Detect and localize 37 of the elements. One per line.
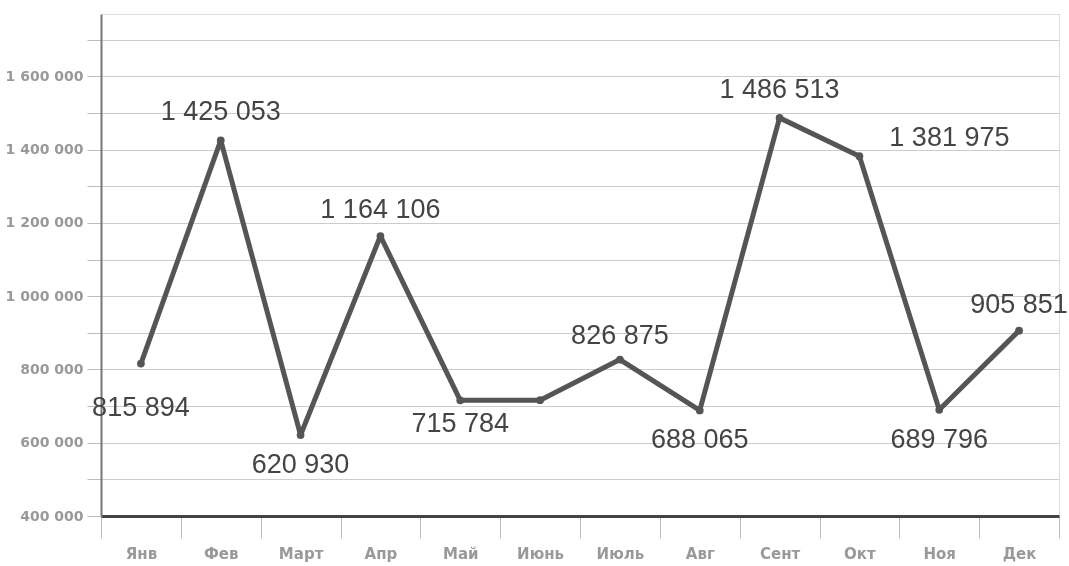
x-tick-label: Июль bbox=[596, 544, 645, 563]
y-tick-label: 1 600 000 bbox=[5, 67, 84, 84]
point bbox=[775, 114, 784, 122]
x-tick-label: Май bbox=[442, 544, 479, 563]
point bbox=[456, 396, 465, 405]
x-tick-label: Янв bbox=[125, 544, 158, 563]
point bbox=[137, 359, 145, 368]
point bbox=[536, 396, 544, 405]
x-tick-label: Фев bbox=[203, 544, 239, 563]
point bbox=[1015, 326, 1023, 335]
data-label: 715 784 bbox=[411, 408, 510, 439]
x-tick-label: Авг bbox=[685, 544, 715, 563]
point bbox=[616, 355, 624, 364]
y-tick-label: 1 000 000 bbox=[5, 287, 84, 304]
x-tick-label: Март bbox=[278, 544, 324, 563]
y-tick-label: 600 000 bbox=[20, 434, 84, 451]
y-tick-label: 800 000 bbox=[20, 360, 84, 377]
data-label: 689 796 bbox=[890, 423, 989, 454]
y-tick-label: 1 200 000 bbox=[5, 214, 84, 231]
x-tick-label: Дек bbox=[1002, 544, 1037, 563]
data-label: 905 851 bbox=[970, 288, 1068, 319]
x-tick-label: Окт bbox=[844, 544, 877, 563]
data-label: 1 381 975 bbox=[889, 122, 1010, 153]
y-tick-label: 1 400 000 bbox=[5, 141, 84, 158]
data-label: 1 164 106 bbox=[320, 194, 441, 225]
data-label: 1 425 053 bbox=[160, 96, 281, 127]
data-label: 620 930 bbox=[251, 449, 350, 480]
data-label: 688 065 bbox=[650, 424, 749, 455]
x-tick-label: Сент bbox=[759, 544, 801, 563]
y-tick-label: 400 000 bbox=[20, 507, 84, 524]
x-tick-label: Ноя bbox=[923, 544, 956, 563]
point bbox=[855, 152, 864, 161]
point bbox=[296, 431, 305, 439]
data-label: 1 486 513 bbox=[719, 73, 840, 104]
x-tick-label: Апр bbox=[364, 544, 398, 563]
data-label: 826 875 bbox=[571, 319, 669, 350]
x-tick-label: Июнь bbox=[517, 544, 565, 563]
